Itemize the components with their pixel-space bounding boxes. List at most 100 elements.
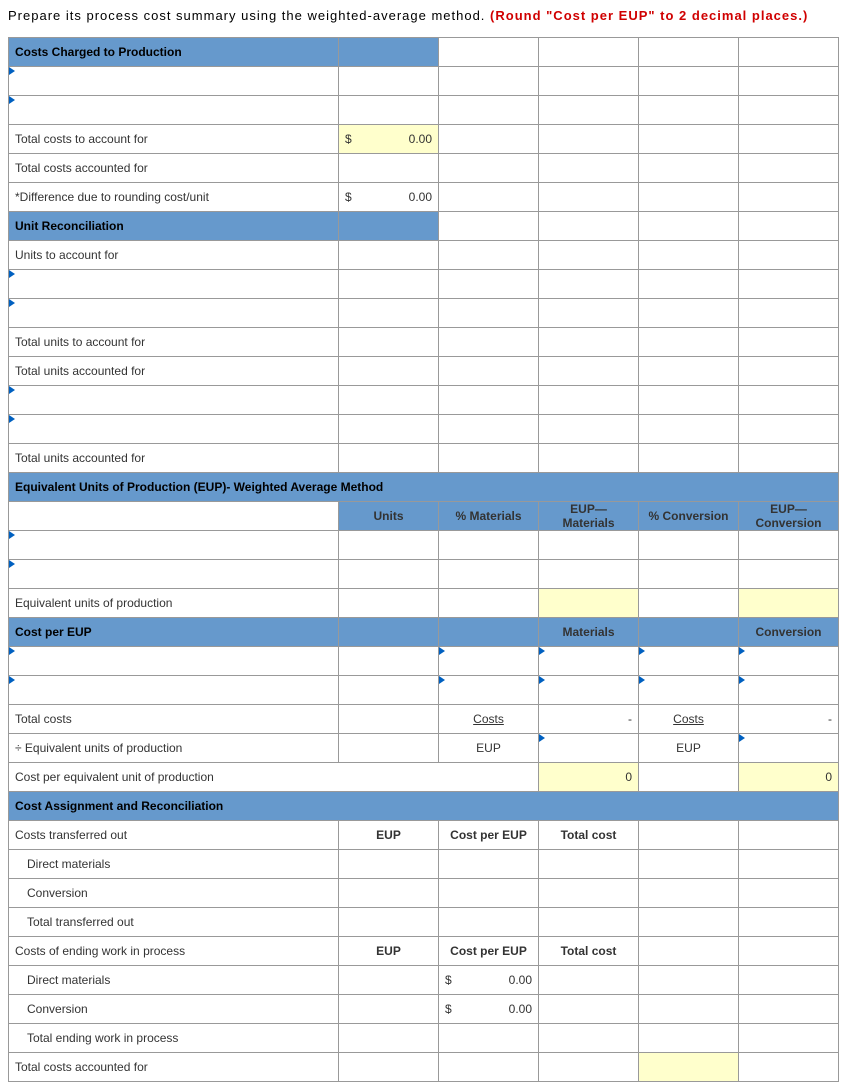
row-div-equiv-units: ÷ Equivalent units of production — [9, 734, 339, 763]
col-cost-per-eup: Cost per EUP — [439, 821, 539, 850]
input-cell[interactable] — [339, 995, 439, 1024]
value-cell — [639, 1053, 739, 1082]
col-cost-per-eup: Cost per EUP — [439, 937, 539, 966]
input-cell[interactable] — [739, 676, 839, 705]
input-cell[interactable] — [539, 676, 639, 705]
col-eup-conversion: EUP—Conversion — [739, 502, 839, 531]
input-cell[interactable] — [9, 560, 339, 589]
input-cell[interactable] — [539, 1024, 639, 1053]
sub-costs: Costs — [439, 705, 539, 734]
input-cell[interactable] — [439, 647, 539, 676]
value-cell — [739, 589, 839, 618]
input-cell[interactable] — [739, 531, 839, 560]
input-cell[interactable] — [539, 531, 639, 560]
value-cell: 0 — [739, 763, 839, 792]
row-costs-transferred-out: Costs transferred out — [9, 821, 339, 850]
row-direct-materials: Direct materials — [9, 850, 339, 879]
row-total-units-accounted-for: Total units accounted for — [9, 357, 339, 386]
col-eup: EUP — [339, 821, 439, 850]
row-total-units-account-for: Total units to account for — [9, 328, 339, 357]
col-pct-materials: % Materials — [439, 502, 539, 531]
row-costs-ending-wip: Costs of ending work in process — [9, 937, 339, 966]
row-diff-rounding: *Difference due to rounding cost/unit — [9, 183, 339, 212]
value-cell: $0.00 — [339, 125, 439, 154]
input-cell[interactable] — [539, 908, 639, 937]
row-total-costs-accounted-for-2: Total costs accounted for — [9, 1053, 339, 1082]
input-cell[interactable] — [339, 67, 439, 96]
input-cell[interactable] — [339, 299, 439, 328]
section-unit-recon: Unit Reconciliation — [9, 212, 339, 241]
input-cell[interactable] — [639, 560, 739, 589]
input-cell[interactable] — [339, 386, 439, 415]
input-cell[interactable] — [539, 560, 639, 589]
row-total-transferred-out: Total transferred out — [9, 908, 339, 937]
input-cell[interactable] — [9, 647, 339, 676]
row-cost-per-equiv-unit: Cost per equivalent unit of production — [9, 763, 539, 792]
input-cell[interactable] — [539, 879, 639, 908]
instruction-text: Prepare its process cost summary using t… — [8, 8, 834, 23]
col-total-cost: Total cost — [539, 821, 639, 850]
row-total-costs: Total costs — [9, 705, 339, 734]
section-costs-charged: Costs Charged to Production — [9, 38, 339, 67]
input-cell[interactable] — [439, 676, 539, 705]
col-units: Units — [339, 502, 439, 531]
sub-costs: Costs — [639, 705, 739, 734]
input-cell[interactable] — [9, 386, 339, 415]
input-cell[interactable] — [339, 879, 439, 908]
input-cell[interactable] — [739, 734, 839, 763]
input-cell[interactable] — [9, 96, 339, 125]
col-materials: Materials — [539, 618, 639, 647]
input-cell[interactable] — [339, 415, 439, 444]
row-total-units-accounted-for-2: Total units accounted for — [9, 444, 339, 473]
value-cell: - — [539, 705, 639, 734]
sub-eup: EUP — [439, 734, 539, 763]
cost-summary-table: Costs Charged to Production Total costs … — [8, 37, 839, 1082]
input-cell[interactable] — [639, 647, 739, 676]
col-total-cost: Total cost — [539, 937, 639, 966]
input-cell[interactable] — [339, 154, 439, 183]
input-cell[interactable] — [339, 560, 439, 589]
value-cell: $0.00 — [439, 995, 539, 1024]
input-cell[interactable] — [639, 531, 739, 560]
input-cell[interactable] — [539, 995, 639, 1024]
input-cell[interactable] — [339, 531, 439, 560]
input-cell[interactable] — [439, 879, 539, 908]
row-total-ending-wip: Total ending work in process — [9, 1024, 339, 1053]
input-cell[interactable] — [439, 850, 539, 879]
input-cell[interactable] — [9, 531, 339, 560]
input-cell[interactable] — [739, 560, 839, 589]
col-eup: EUP — [339, 937, 439, 966]
input-cell[interactable] — [439, 560, 539, 589]
input-cell[interactable] — [9, 299, 339, 328]
row-total-costs-account-for: Total costs to account for — [9, 125, 339, 154]
input-cell[interactable] — [639, 676, 739, 705]
input-cell[interactable] — [9, 415, 339, 444]
input-cell[interactable] — [339, 328, 439, 357]
col-conversion: Conversion — [739, 618, 839, 647]
input-cell[interactable] — [739, 647, 839, 676]
instruction-black: Prepare its process cost summary using t… — [8, 8, 490, 23]
value-cell: $0.00 — [439, 966, 539, 995]
input-cell[interactable] — [339, 850, 439, 879]
section-cost-per-eup: Cost per EUP — [9, 618, 339, 647]
input-cell[interactable] — [339, 270, 439, 299]
input-cell[interactable] — [339, 966, 439, 995]
value-cell: 0 — [539, 763, 639, 792]
input-cell[interactable] — [539, 734, 639, 763]
row-units-account-for: Units to account for — [9, 241, 339, 270]
col-eup-materials: EUP—Materials — [539, 502, 639, 531]
input-cell[interactable] — [539, 850, 639, 879]
value-cell: $0.00 — [339, 183, 439, 212]
input-cell[interactable] — [539, 966, 639, 995]
value-cell: - — [739, 705, 839, 734]
row-conversion-2: Conversion — [9, 995, 339, 1024]
input-cell[interactable] — [339, 96, 439, 125]
input-cell[interactable] — [9, 67, 339, 96]
row-conversion: Conversion — [9, 879, 339, 908]
row-total-costs-accounted-for: Total costs accounted for — [9, 154, 339, 183]
col-pct-conversion: % Conversion — [639, 502, 739, 531]
input-cell[interactable] — [439, 531, 539, 560]
input-cell[interactable] — [9, 676, 339, 705]
input-cell[interactable] — [539, 647, 639, 676]
input-cell[interactable] — [9, 270, 339, 299]
